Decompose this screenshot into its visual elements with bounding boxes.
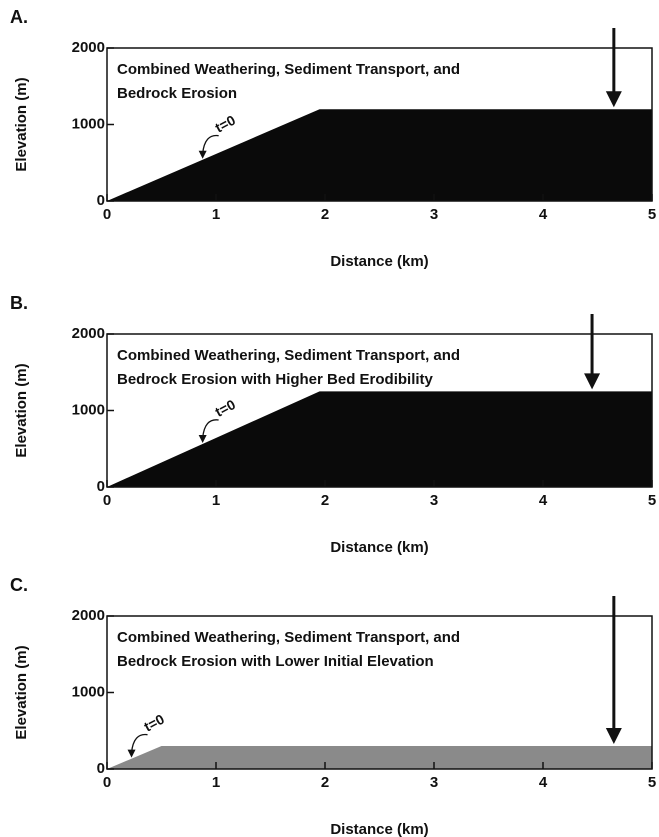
x-tick-label: 2	[321, 206, 329, 223]
t-label: t=0	[212, 396, 238, 420]
area	[107, 746, 652, 769]
x-axis-label: Distance (km)	[330, 821, 428, 837]
x-tick-label: 1	[212, 492, 220, 509]
t-pointer	[202, 134, 219, 154]
panel-label: A.	[10, 7, 28, 27]
y-tick-label: 1000	[72, 115, 105, 132]
area	[107, 109, 652, 201]
x-axis-label: Distance (km)	[330, 253, 428, 270]
x-tick-label: 1	[212, 774, 220, 791]
x-tick-label: 2	[321, 492, 329, 509]
y-tick-label: 2000	[72, 607, 105, 624]
x-tick-label: 0	[103, 492, 111, 509]
arrow-head	[605, 728, 622, 745]
y-tick-label: 1000	[72, 401, 105, 418]
x-tick-label: 4	[539, 774, 548, 791]
t-label: t=0	[212, 112, 238, 136]
y-axis-label: Elevation (m)	[13, 645, 30, 739]
y-tick-label: 2000	[72, 39, 105, 56]
x-tick-label: 3	[430, 774, 438, 791]
y-tick-label: 1000	[72, 683, 105, 700]
y-axis-label: Elevation (m)	[13, 363, 30, 457]
x-tick-label: 0	[103, 206, 111, 223]
arrow-head	[584, 373, 601, 390]
t-pointer	[202, 419, 219, 439]
annotation: Combined Weathering, Sediment Transport,…	[117, 629, 460, 646]
area	[107, 391, 652, 487]
x-tick-label: 1	[212, 206, 220, 223]
t-pointer-head	[198, 434, 207, 443]
t-pointer-head	[127, 749, 136, 758]
y-tick-label: 0	[97, 192, 105, 209]
x-tick-label: 4	[539, 206, 548, 223]
x-tick-label: 0	[103, 774, 111, 791]
t-pointer	[130, 733, 148, 753]
x-tick-label: 3	[430, 492, 438, 509]
x-tick-label: 5	[648, 774, 656, 791]
x-tick-label: 5	[648, 206, 656, 223]
y-tick-label: 0	[97, 760, 105, 777]
arrow-head	[605, 91, 622, 108]
panel-label: C.	[10, 575, 28, 595]
annotation: Bedrock Erosion	[117, 85, 237, 102]
x-tick-label: 2	[321, 774, 329, 791]
x-axis-label: Distance (km)	[330, 539, 428, 556]
t-pointer-head	[198, 150, 207, 159]
x-tick-label: 4	[539, 492, 548, 509]
x-tick-label: 5	[648, 492, 656, 509]
y-axis-label: Elevation (m)	[13, 77, 30, 171]
x-tick-label: 3	[430, 206, 438, 223]
t-label: t=0	[141, 711, 167, 735]
annotation: Bedrock Erosion with Lower Initial Eleva…	[117, 653, 434, 670]
panel-label: B.	[10, 293, 28, 313]
annotation: Bedrock Erosion with Higher Bed Erodibil…	[117, 371, 434, 388]
y-tick-label: 0	[97, 478, 105, 495]
annotation: Combined Weathering, Sediment Transport,…	[117, 347, 460, 364]
annotation: Combined Weathering, Sediment Transport,…	[117, 61, 460, 78]
y-tick-label: 2000	[72, 325, 105, 342]
